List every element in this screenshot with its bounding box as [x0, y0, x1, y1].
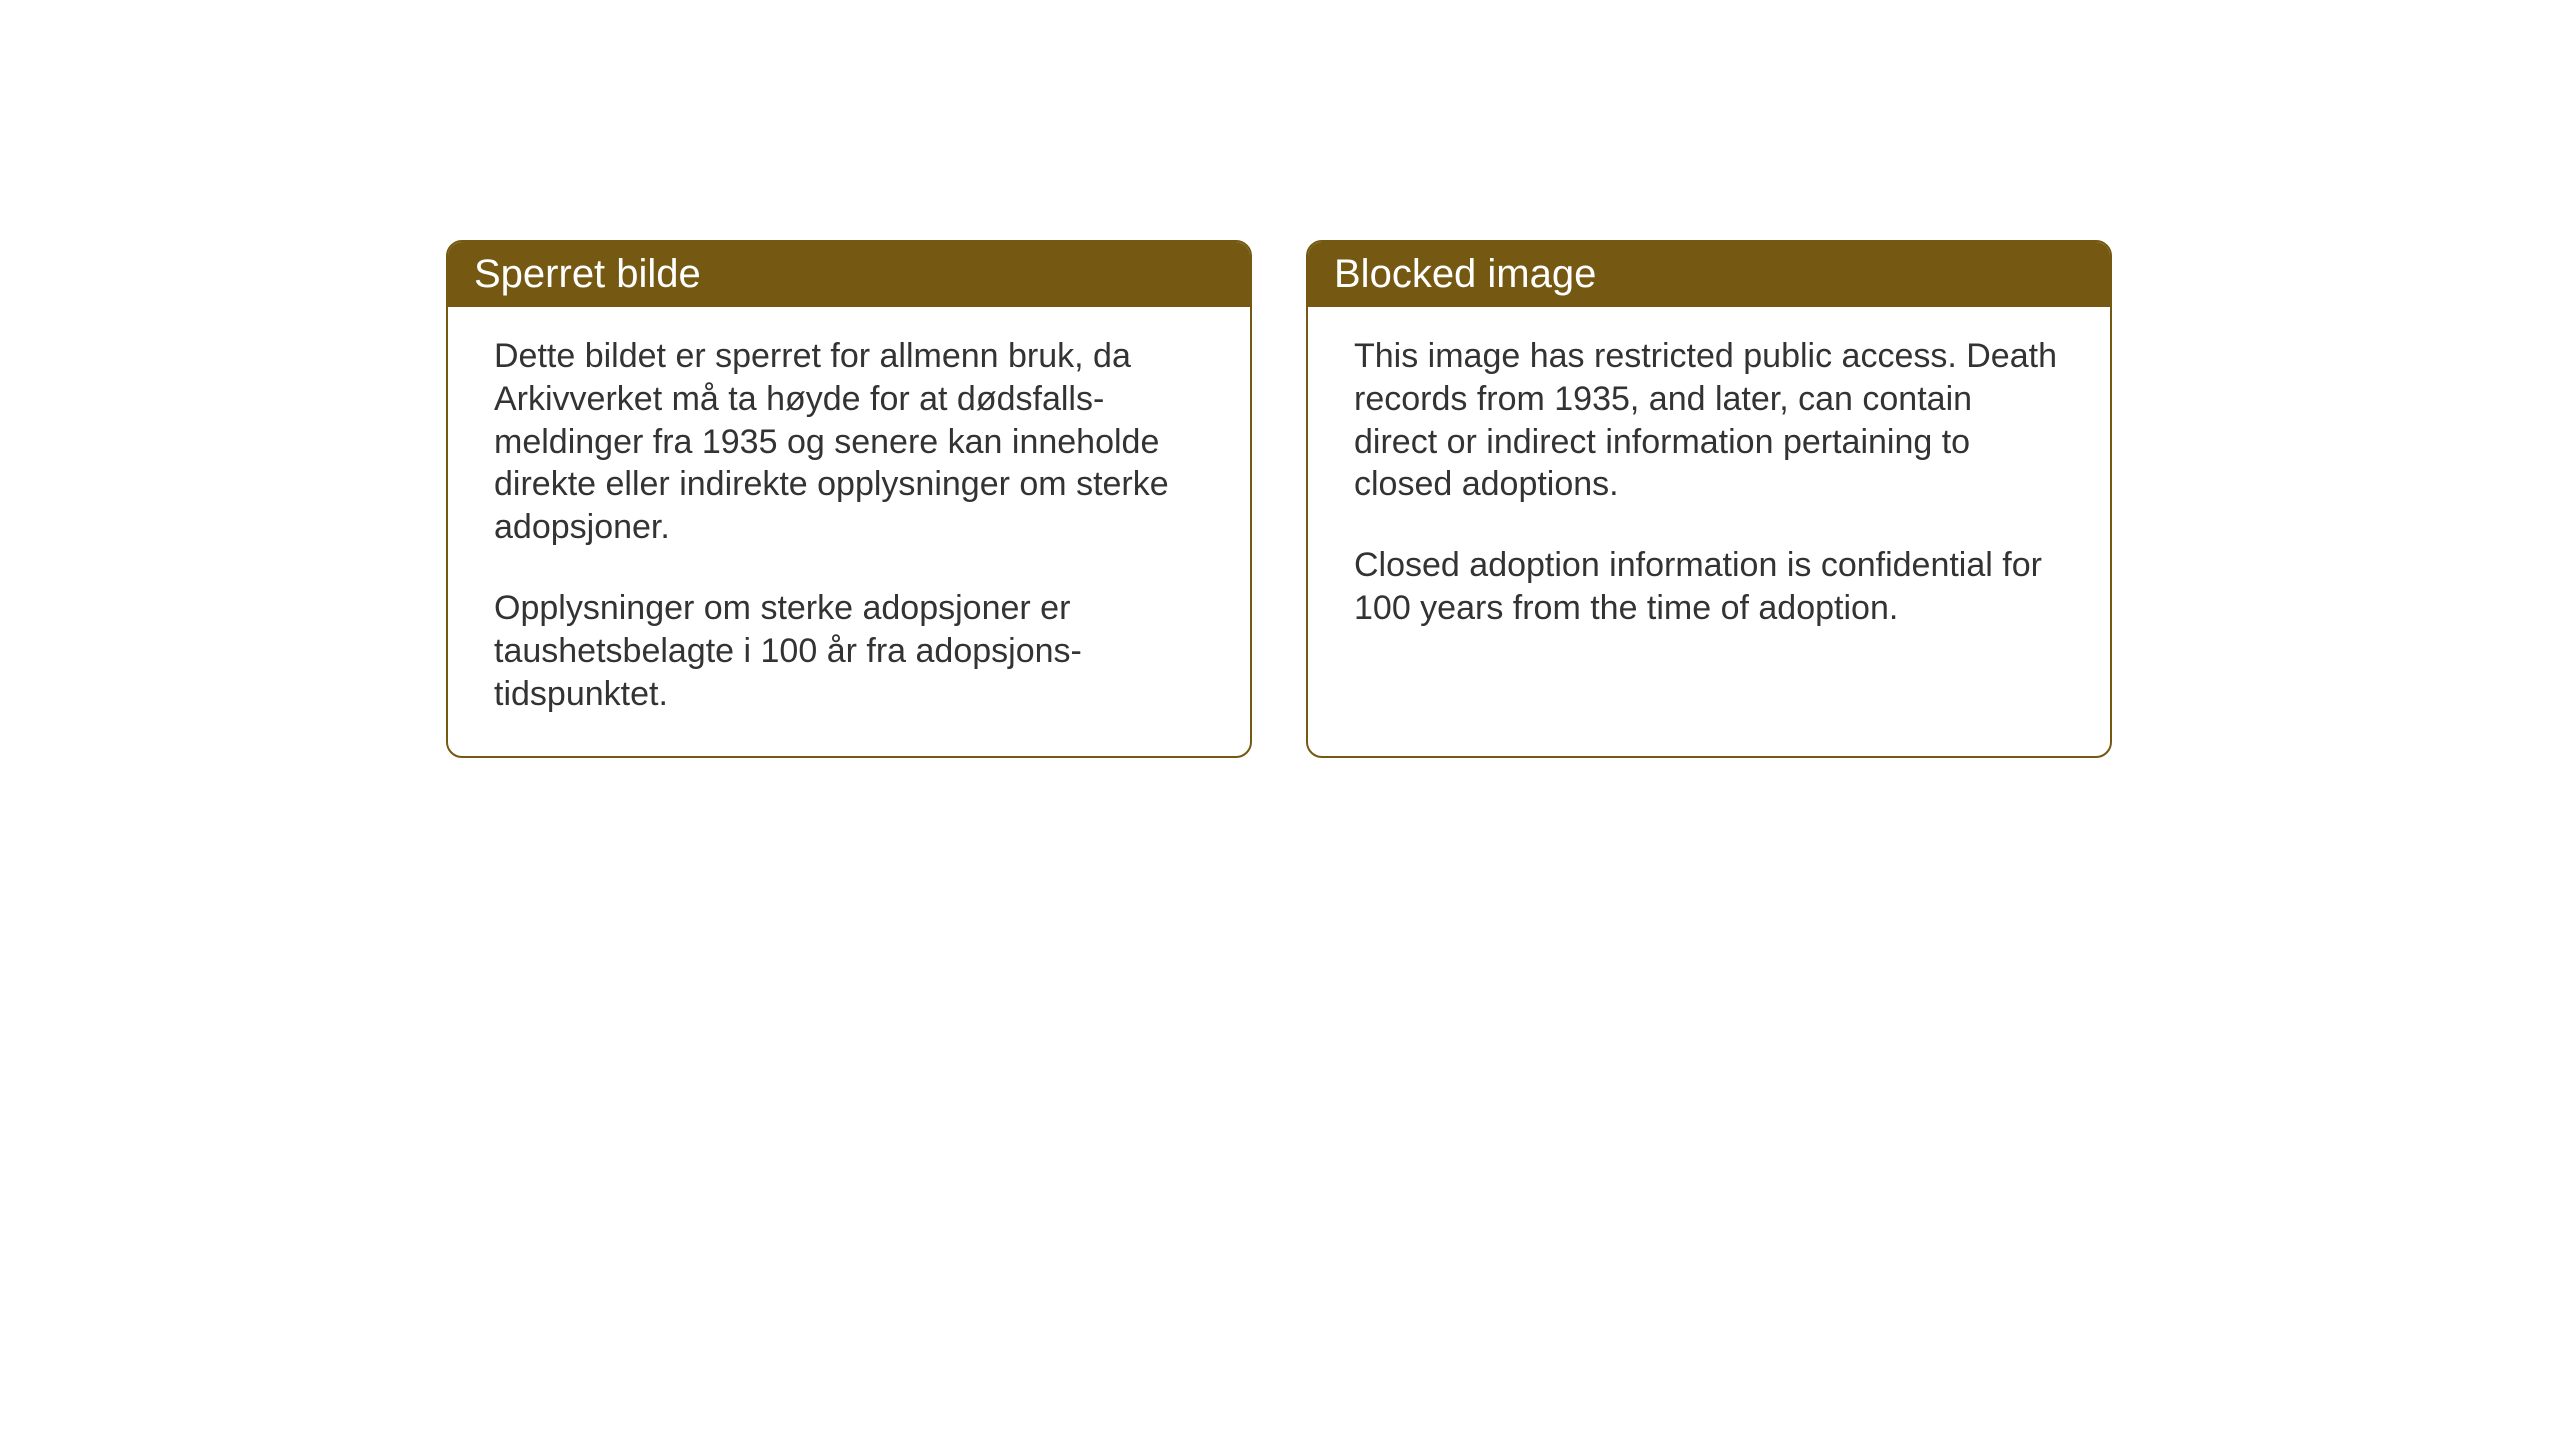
notice-card-english: Blocked image This image has restricted … [1306, 240, 2112, 758]
card-header-english: Blocked image [1308, 242, 2110, 307]
card-paragraph-2-english: Closed adoption information is confident… [1354, 544, 2064, 630]
notice-card-norwegian: Sperret bilde Dette bildet er sperret fo… [446, 240, 1252, 758]
card-paragraph-1-english: This image has restricted public access.… [1354, 335, 2064, 506]
card-body-english: This image has restricted public access.… [1308, 307, 2110, 670]
card-paragraph-2-norwegian: Opplysninger om sterke adopsjoner er tau… [494, 587, 1204, 715]
card-body-norwegian: Dette bildet er sperret for allmenn bruk… [448, 307, 1250, 756]
notice-cards-container: Sperret bilde Dette bildet er sperret fo… [446, 240, 2112, 758]
card-paragraph-1-norwegian: Dette bildet er sperret for allmenn bruk… [494, 335, 1204, 549]
card-title-english: Blocked image [1334, 252, 1596, 296]
card-title-norwegian: Sperret bilde [474, 252, 701, 296]
card-header-norwegian: Sperret bilde [448, 242, 1250, 307]
